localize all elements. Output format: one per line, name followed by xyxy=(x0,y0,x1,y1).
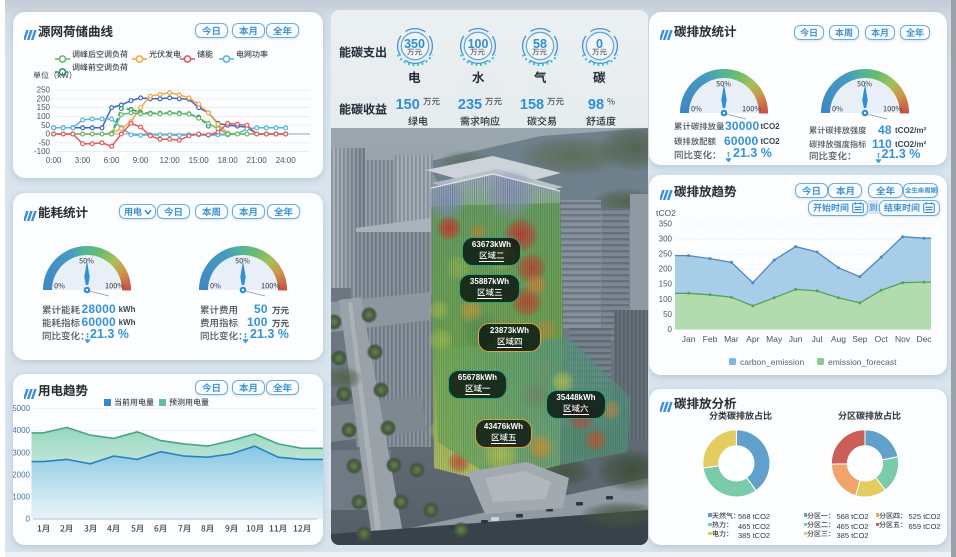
svg-text:Apr: Apr xyxy=(746,334,759,344)
svg-text:Nov: Nov xyxy=(895,334,911,344)
svg-text:250: 250 xyxy=(37,86,51,95)
svg-text:50: 50 xyxy=(663,310,672,319)
svg-text:1000: 1000 xyxy=(13,492,31,501)
svg-text:Sep: Sep xyxy=(852,334,867,344)
svg-text:24:00: 24:00 xyxy=(276,156,297,165)
svg-text:2000: 2000 xyxy=(13,470,31,479)
svg-text:4000: 4000 xyxy=(13,426,31,435)
svg-text:0: 0 xyxy=(668,325,673,334)
svg-text:emission_forecast: emission_forecast xyxy=(828,357,897,367)
svg-text:150: 150 xyxy=(37,103,51,112)
svg-text:15:00: 15:00 xyxy=(189,156,210,165)
svg-text:-50: -50 xyxy=(38,138,50,147)
svg-text:carbon_emission: carbon_emission xyxy=(740,357,805,367)
svg-text:250: 250 xyxy=(659,250,673,259)
svg-text:Oct: Oct xyxy=(875,334,889,344)
svg-text:50: 50 xyxy=(41,121,50,130)
svg-text:0:00: 0:00 xyxy=(46,156,62,165)
svg-text:Jul: Jul xyxy=(812,334,823,344)
svg-text:12:00: 12:00 xyxy=(160,156,181,165)
svg-text:0: 0 xyxy=(26,515,31,524)
svg-text:-100: -100 xyxy=(34,147,51,156)
svg-text:9:00: 9:00 xyxy=(133,156,149,165)
svg-text:5000: 5000 xyxy=(13,404,31,413)
svg-text:0: 0 xyxy=(46,130,51,139)
svg-text:Aug: Aug xyxy=(831,334,846,344)
svg-text:100: 100 xyxy=(659,295,673,304)
svg-text:100: 100 xyxy=(37,112,51,121)
svg-text:150: 150 xyxy=(659,280,673,289)
svg-text:6:00: 6:00 xyxy=(104,156,120,165)
svg-text:18:00: 18:00 xyxy=(218,156,239,165)
svg-text:350: 350 xyxy=(659,220,673,229)
svg-text:Dec: Dec xyxy=(916,334,932,344)
svg-text:21:00: 21:00 xyxy=(247,156,268,165)
svg-text:May: May xyxy=(766,334,783,344)
svg-text:Jun: Jun xyxy=(789,334,803,344)
svg-text:200: 200 xyxy=(37,94,51,103)
svg-text:Jan: Jan xyxy=(682,334,696,344)
svg-text:200: 200 xyxy=(659,265,673,274)
svg-text:Mar: Mar xyxy=(724,334,739,344)
svg-text:300: 300 xyxy=(659,235,673,244)
svg-text:3:00: 3:00 xyxy=(75,156,91,165)
svg-text:3000: 3000 xyxy=(13,448,31,457)
svg-text:Feb: Feb xyxy=(703,334,718,344)
